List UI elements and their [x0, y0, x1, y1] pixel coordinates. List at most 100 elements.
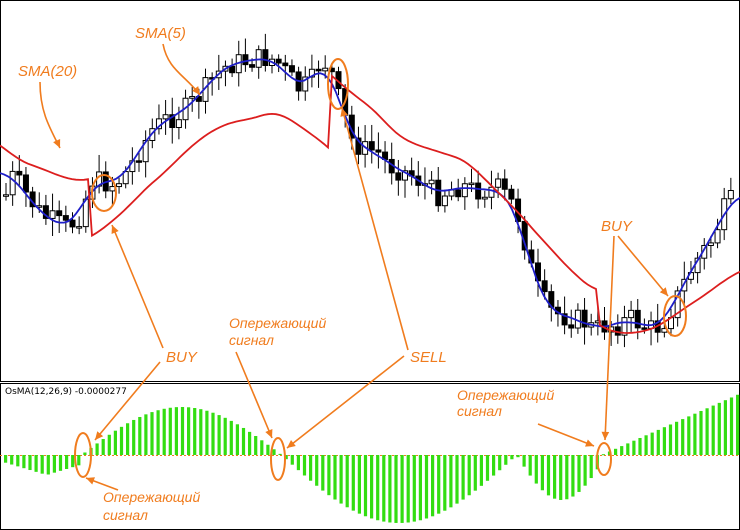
- candle-body: [455, 189, 462, 198]
- candle-body: [136, 160, 142, 163]
- candle-body: [435, 179, 442, 207]
- osma-bar: [95, 443, 99, 455]
- osma-bar: [16, 455, 20, 467]
- osma-bar: [260, 440, 264, 455]
- osma-bar: [473, 455, 477, 491]
- osma-bar: [553, 455, 557, 499]
- candle-body: [621, 317, 628, 336]
- osma-bar: [376, 455, 380, 521]
- annotation-leading-top-2: сигнал: [229, 332, 274, 348]
- candle-body: [62, 215, 69, 221]
- annotation-leading-bottom-right-2: сигнал: [457, 403, 502, 419]
- buy-left-arrow-down-shaft: [94, 361, 161, 441]
- candle-body: [461, 183, 468, 198]
- candle-body: [707, 242, 714, 246]
- osma-bar: [443, 455, 447, 511]
- osma-bar: [357, 455, 361, 514]
- osma-bar: [83, 452, 87, 455]
- candle-body: [674, 290, 681, 319]
- candle-body: [634, 309, 641, 329]
- candle-body: [56, 210, 63, 217]
- osma-bar: [540, 455, 544, 491]
- osma-bar: [144, 414, 148, 455]
- candle-body: [355, 137, 362, 155]
- osma-histogram: [4, 394, 740, 523]
- candle-body: [441, 195, 448, 207]
- candle-body: [162, 114, 169, 120]
- osma-bar: [546, 455, 551, 496]
- osma-bar: [675, 421, 679, 455]
- osma-bar: [418, 455, 422, 521]
- candle-body: [727, 190, 734, 200]
- osma-bar: [400, 455, 404, 523]
- osma-bar: [534, 455, 538, 484]
- osma-bar: [150, 412, 154, 455]
- osma-bar: [254, 436, 258, 455]
- osma-bar: [504, 455, 508, 465]
- candle-body: [375, 149, 382, 153]
- annotation-sma20: SMA(20): [18, 63, 77, 80]
- osma-bar: [138, 416, 142, 455]
- candle-body: [322, 67, 329, 72]
- leading-top-pointer-head: [265, 429, 273, 438]
- annotation-leading-bottom-left-2: сигнал: [103, 507, 148, 523]
- osma-bar: [516, 455, 520, 458]
- osma-bar: [333, 455, 337, 500]
- osma-bar: [571, 455, 575, 497]
- buy-right-arrow-up-shaft: [617, 235, 669, 297]
- osma-bar: [52, 455, 56, 473]
- osma-bar: [309, 455, 313, 481]
- buy-right-arrow-down-head: [601, 431, 610, 440]
- candle-body: [69, 219, 76, 228]
- osma-bar: [638, 437, 642, 455]
- buy-right-arrow-down-shaft: [604, 235, 615, 441]
- candle-body: [568, 324, 575, 329]
- candle-body: [428, 179, 435, 185]
- candle-body: [116, 183, 123, 188]
- candle-body: [275, 58, 282, 64]
- osma-bar: [58, 455, 63, 471]
- osma-bar: [736, 394, 740, 455]
- candle-body: [16, 170, 23, 176]
- osma-bar: [711, 405, 715, 455]
- osma-bar: [28, 455, 32, 471]
- osma-bar: [388, 455, 392, 523]
- osma-bar: [467, 455, 471, 496]
- candle-body: [541, 280, 548, 293]
- osma-bar: [565, 455, 569, 500]
- candle-body: [3, 194, 9, 197]
- candle-body: [641, 327, 648, 330]
- osma-bar: [717, 402, 721, 455]
- candle-body: [288, 65, 295, 73]
- osma-bar: [705, 408, 709, 455]
- osma-bar: [132, 419, 136, 455]
- osma-bar: [528, 455, 532, 476]
- annotation-sma5: SMA(5): [135, 25, 186, 42]
- leading-bottom-right-pointer-head: [585, 439, 594, 447]
- leading-bottom-right-pointer-shaft: [537, 423, 595, 447]
- osma-bar: [65, 455, 69, 469]
- sma5-line: [0, 58, 740, 328]
- osma-bar: [113, 430, 117, 455]
- buy-right-arrow-up-head: [659, 287, 668, 296]
- price-panel-frame: [0, 0, 740, 382]
- osma-bar: [620, 446, 624, 455]
- sell-arrow-down-shaft: [286, 355, 405, 449]
- osma-bar: [485, 455, 490, 481]
- osma-bar: [723, 400, 727, 455]
- candle-body: [175, 119, 182, 129]
- osma-bar: [681, 419, 685, 455]
- osma-bar: [394, 455, 398, 523]
- osma-bar: [119, 426, 124, 455]
- osma-bar: [229, 420, 233, 455]
- osma-bar: [77, 455, 81, 466]
- osma-bar: [607, 451, 612, 455]
- candle-body: [76, 226, 83, 229]
- osma-bar: [583, 455, 587, 486]
- osma-bar: [363, 455, 368, 517]
- candle-body: [395, 172, 402, 181]
- candle-body: [22, 174, 29, 193]
- annotation-leading-top-1: Опережающий: [229, 315, 326, 331]
- osma-bar: [193, 408, 197, 455]
- osma-bar: [162, 408, 166, 455]
